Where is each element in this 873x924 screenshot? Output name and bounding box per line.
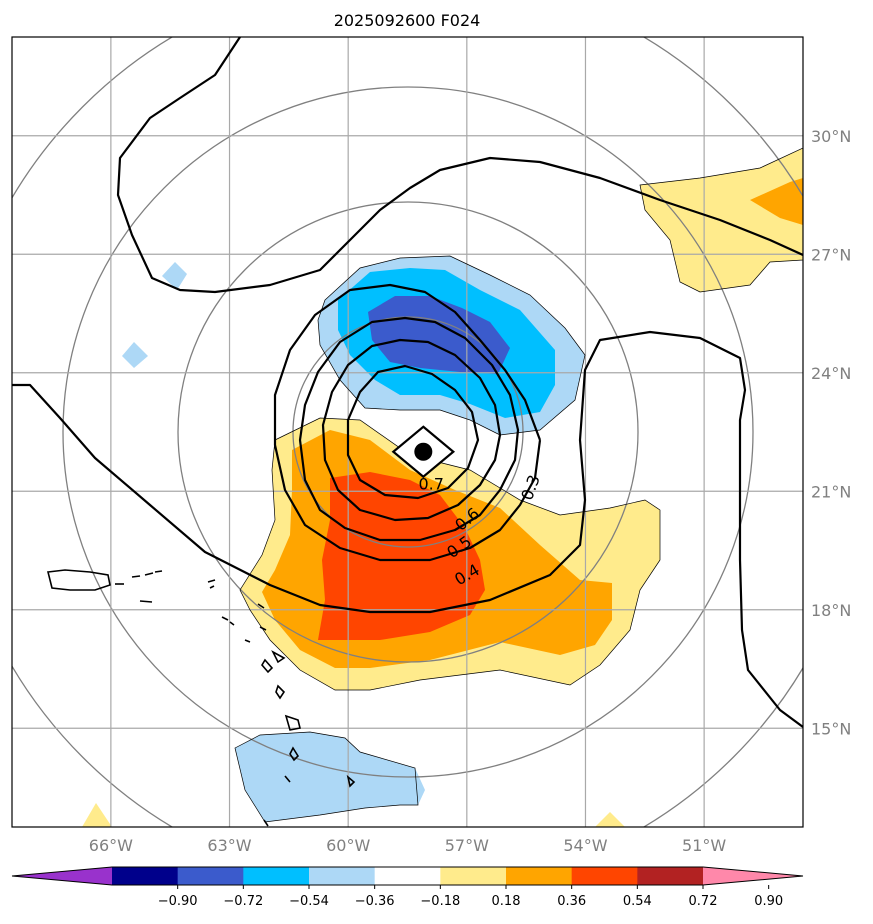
shade-positive-ne-mid bbox=[750, 178, 803, 225]
lon-tick-label: 57°W bbox=[445, 836, 489, 855]
map-panel: 0.70.60.50.40.3 bbox=[11, 36, 804, 828]
colorbar-tick-label: 0.18 bbox=[492, 894, 521, 909]
latitude-tick-labels: 30°N 27°N 24°N 21°N 18°N 15°N bbox=[811, 127, 851, 739]
island-barbuda bbox=[209, 585, 215, 589]
lat-tick-label: 27°N bbox=[811, 245, 851, 264]
island-st-croix bbox=[139, 600, 153, 603]
colorbar-tick-label: 0.90 bbox=[754, 894, 783, 909]
island-barbados bbox=[346, 774, 356, 788]
contour-0.4 bbox=[298, 316, 520, 542]
storm-center-dot bbox=[414, 442, 433, 461]
colorbar-tick-label: 0.36 bbox=[557, 894, 586, 909]
colorbar-tick-label: 0.72 bbox=[689, 894, 718, 909]
lon-tick-label: 51°W bbox=[682, 836, 726, 855]
map-title: 2025092600 F024 bbox=[334, 11, 481, 30]
island-antigua-1 bbox=[221, 616, 229, 621]
colorbar-outline bbox=[11, 866, 804, 886]
island-puerto-rico bbox=[47, 569, 111, 591]
colorbar-tick-label: −0.54 bbox=[289, 894, 329, 909]
island-vi-3 bbox=[144, 572, 154, 576]
island-martinique bbox=[275, 684, 286, 700]
colorbar-swatch bbox=[243, 867, 310, 885]
island-antigua-3 bbox=[257, 603, 265, 609]
lat-tick-label: 30°N bbox=[811, 127, 851, 146]
shade-negative-small-2 bbox=[122, 342, 148, 368]
contour-0.5 bbox=[321, 338, 502, 522]
colorbar-swatch bbox=[637, 867, 704, 885]
island-guadeloupe bbox=[244, 626, 286, 664]
island-anguilla bbox=[207, 579, 216, 583]
bold-contours bbox=[12, 37, 803, 728]
map-background bbox=[12, 37, 803, 827]
colorbar-swatch bbox=[309, 867, 376, 885]
range-ring-3 bbox=[62, 86, 754, 778]
lon-tick-label: 66°W bbox=[89, 836, 133, 855]
range-ring-2 bbox=[177, 201, 639, 663]
lon-tick-label: 54°W bbox=[563, 836, 607, 855]
gridlines bbox=[12, 37, 803, 827]
island-st-vincent bbox=[289, 746, 300, 762]
shade-negative-south bbox=[235, 732, 425, 822]
outline-positive bbox=[239, 417, 661, 691]
colorbar-swatch bbox=[177, 867, 244, 885]
island-vi-4 bbox=[154, 570, 163, 573]
colorbar-tick-label: −0.18 bbox=[420, 894, 460, 909]
lat-tick-label: 18°N bbox=[811, 601, 851, 620]
lon-tick-label: 60°W bbox=[326, 836, 370, 855]
contour-ring-outer bbox=[12, 330, 803, 728]
colorbar-tick-label: −0.36 bbox=[355, 894, 395, 909]
contour-0.6 bbox=[346, 364, 480, 500]
shade-negative-strong bbox=[368, 296, 510, 374]
island-grenadines bbox=[263, 775, 291, 827]
colorbar-extend-high bbox=[703, 867, 803, 885]
lat-tick-label: 15°N bbox=[811, 719, 851, 738]
colorbar-extend-low bbox=[12, 867, 112, 885]
island-vi-2 bbox=[131, 575, 141, 578]
contour-0.3 bbox=[273, 283, 542, 562]
island-dominica bbox=[261, 658, 274, 674]
longitude-tick-labels: 66°W 63°W 60°W 57°W 54°W 51°W bbox=[89, 836, 727, 855]
lon-tick-label: 63°W bbox=[207, 836, 251, 855]
outline-ne bbox=[639, 147, 803, 293]
map-frame bbox=[11, 36, 804, 828]
shade-negative-small-1 bbox=[162, 262, 187, 290]
shade-positive-strong bbox=[318, 472, 485, 640]
lat-tick-label: 21°N bbox=[811, 482, 851, 501]
island-antigua-2 bbox=[229, 621, 235, 626]
colorbar-swatch bbox=[374, 867, 441, 885]
colorbar-swatch bbox=[506, 867, 573, 885]
colorbar-tick-label: −0.90 bbox=[158, 894, 198, 909]
coastlines bbox=[47, 569, 356, 827]
colorbar-tick-label: 0.54 bbox=[623, 894, 652, 909]
shade-positive-bm bbox=[595, 812, 625, 827]
colorbar-swatch bbox=[112, 867, 179, 885]
colorbar-swatch bbox=[571, 867, 638, 885]
island-st-lucia bbox=[284, 714, 301, 731]
colorbar-swatch bbox=[440, 867, 507, 885]
contour-outer-trough bbox=[116, 37, 803, 294]
colorbar-tick-label: −0.72 bbox=[223, 894, 263, 909]
lat-tick-label: 24°N bbox=[811, 364, 851, 383]
storm-center-marker bbox=[391, 425, 456, 479]
colorbar: −0.90 −0.72 −0.54 −0.36 −0.18 0.18 0.36 0.54 0.7… bbox=[11, 866, 804, 909]
shade-positive-bl bbox=[82, 803, 112, 827]
contour-label: 0.7 bbox=[419, 474, 444, 493]
